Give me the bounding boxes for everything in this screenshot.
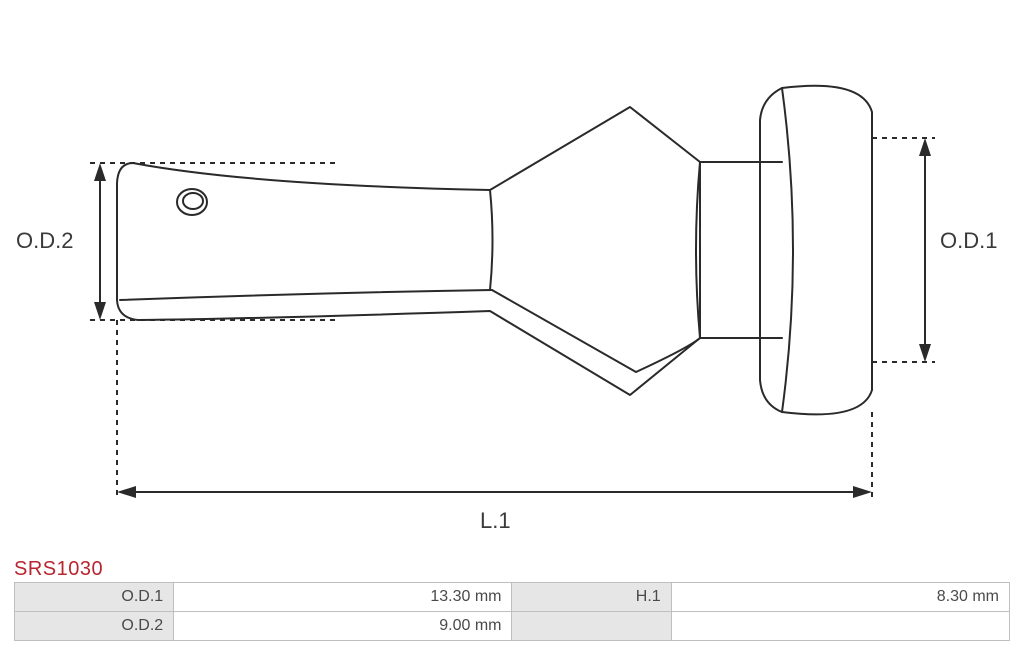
spec-key: H.1: [512, 583, 671, 612]
spec-value: 9.00 mm: [174, 612, 512, 641]
spec-key: O.D.2: [15, 612, 174, 641]
label-od1: O.D.1: [940, 228, 997, 254]
spec-value: [671, 612, 1009, 641]
label-od2: O.D.2: [16, 228, 73, 254]
spec-key: O.D.1: [15, 583, 174, 612]
spec-value: 8.30 mm: [671, 583, 1009, 612]
spec-key: [512, 612, 671, 641]
part-drawing: [0, 0, 1024, 560]
spec-value: 13.30 mm: [174, 583, 512, 612]
part-code: SRS1030: [14, 558, 103, 581]
label-l1: L.1: [480, 508, 511, 534]
spec-table: O.D.113.30 mmH.18.30 mm O.D.29.00 mm: [14, 582, 1010, 641]
